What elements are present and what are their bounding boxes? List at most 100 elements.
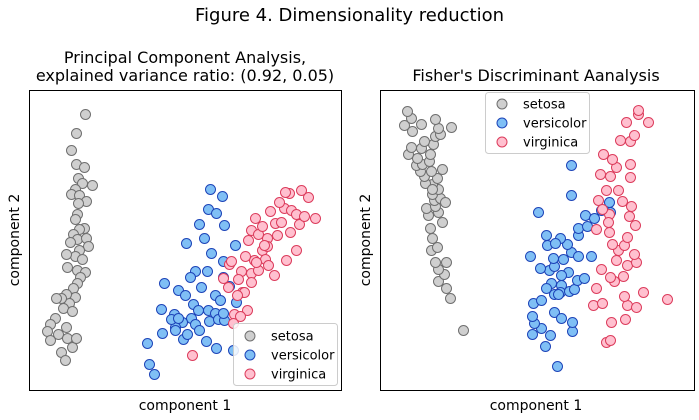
fda-point-virginica-27 (626, 201, 637, 212)
pca-legend-marker-virginica (244, 368, 256, 380)
fda-point-virginica-44 (607, 154, 618, 165)
pca-point-virginica-0 (187, 350, 198, 361)
pca-point-virginica-21 (246, 277, 257, 288)
fda-legend-marker-virginica (496, 136, 508, 148)
fda-point-versicolor-29 (541, 230, 552, 241)
fda-point-versicolor-24 (573, 251, 584, 262)
fda-point-versicolor-7 (567, 317, 578, 328)
pca-point-virginica-47 (269, 270, 280, 281)
pca-point-virginica-16 (285, 227, 296, 238)
fda-legend-label-versicolor: versicolor (523, 117, 587, 132)
fda-legend-marker-setosa (496, 98, 508, 110)
fda-xlabel: component 1 (490, 398, 583, 414)
fda-point-setosa-6 (430, 257, 441, 268)
fda-point-virginica-13 (605, 272, 616, 283)
pca-point-versicolor-48 (144, 359, 155, 370)
pca-point-virginica-48 (281, 255, 292, 266)
pca-point-setosa-10 (87, 180, 98, 191)
fda-point-virginica-9 (619, 291, 630, 302)
pca-point-setosa-40 (61, 322, 72, 333)
pca-point-setosa-48 (45, 335, 56, 346)
fda-point-setosa-44 (430, 114, 441, 125)
pca-legend-marker-setosa (244, 330, 256, 342)
fda-point-virginica-3 (620, 314, 631, 325)
fda-point-virginica-45 (595, 169, 606, 180)
pca-point-versicolor-1 (217, 191, 228, 202)
pca-point-virginica-24 (223, 282, 234, 293)
fda-point-versicolor-8 (556, 313, 567, 324)
pca-point-versicolor-46 (156, 304, 167, 315)
fda-point-virginica-47 (603, 217, 614, 228)
fda-point-setosa-32 (425, 149, 436, 160)
pca-point-versicolor-31 (170, 325, 181, 336)
fda-point-virginica-31 (601, 185, 612, 196)
pca-point-versicolor-0 (205, 184, 216, 195)
panel-pca: Principal Component Analysis, explained … (7, 48, 342, 414)
panel-fda: Fisher's Discriminant Aanalysis setosa v… (358, 66, 695, 414)
fda-point-versicolor-41 (533, 207, 544, 218)
fda-point-setosa-48 (427, 184, 438, 195)
pca-point-versicolor-13 (202, 266, 213, 277)
fda-point-virginica-39 (621, 117, 632, 128)
fda-point-versicolor-10 (536, 295, 547, 306)
pca-point-virginica-13 (310, 213, 321, 224)
pca-point-setosa-36 (58, 303, 69, 314)
pca-legend-label-setosa: setosa (271, 330, 314, 345)
pca-point-versicolor-36 (204, 316, 215, 327)
fda-point-versicolor-45 (579, 273, 590, 284)
fda-point-versicolor-40 (566, 160, 577, 171)
pca-point-versicolor-17 (196, 282, 207, 293)
fda-legend: setosa versicolor virginica (485, 92, 590, 154)
fda-point-versicolor-1 (540, 341, 551, 352)
fda-legend-label-setosa: setosa (523, 98, 566, 113)
pca-point-virginica-33 (257, 221, 268, 232)
fda-point-versicolor-21 (548, 253, 559, 264)
pca-point-setosa-47 (42, 326, 53, 337)
fda-point-virginica-35 (625, 159, 636, 170)
pca-point-versicolor-3 (211, 208, 222, 219)
fda-point-versicolor-3 (527, 329, 538, 340)
pca-legend-box (233, 323, 338, 386)
fda-point-versicolor-31 (573, 223, 584, 234)
fda-point-virginica-2 (606, 317, 617, 328)
fda-point-virginica-38 (629, 130, 640, 141)
pca-legend-label-versicolor: versicolor (271, 349, 335, 364)
pca-point-versicolor-19 (185, 272, 196, 283)
pca-point-virginica-25 (218, 273, 229, 284)
fda-point-versicolor-25 (586, 251, 597, 262)
pca-point-versicolor-7 (181, 238, 192, 249)
fda-point-setosa-49 (437, 164, 448, 175)
pca-point-virginica-35 (274, 197, 285, 208)
pca-point-virginica-34 (265, 206, 276, 217)
pca-point-virginica-40 (251, 257, 262, 268)
pca-point-virginica-10 (303, 192, 314, 203)
pca-point-versicolor-5 (194, 219, 205, 230)
fda-point-setosa-27 (426, 166, 437, 177)
fda-point-setosa-15 (421, 203, 432, 214)
fda-point-versicolor-22 (558, 254, 569, 265)
fda-legend-label-virginica: virginica (523, 136, 578, 151)
pca-title: Principal Component Analysis, (64, 48, 306, 67)
fda-ylabel: component 2 (358, 194, 374, 287)
fda-point-versicolor-48 (527, 311, 538, 322)
fda-point-virginica-21 (622, 232, 633, 243)
fda-point-setosa-10 (427, 233, 438, 244)
pca-point-setosa-25 (61, 249, 72, 260)
pca-point-setosa-21 (83, 241, 94, 252)
fda-point-versicolor-35 (589, 213, 600, 224)
pca-point-virginica-26 (242, 305, 253, 316)
fda-point-versicolor-39 (566, 190, 577, 201)
fda-point-versicolor-49 (553, 289, 564, 300)
fda-point-setosa-47 (402, 106, 413, 117)
fda-point-virginica-33 (625, 172, 636, 183)
pca-point-versicolor-47 (173, 313, 184, 324)
pca-point-virginica-39 (259, 240, 270, 251)
fda-point-setosa-1 (445, 293, 456, 304)
fda-point-versicolor-42 (525, 251, 536, 262)
fda-legend-box (485, 92, 590, 154)
pca-ylabel: component 2 (7, 194, 23, 287)
pca-point-virginica-49 (291, 245, 302, 256)
fda-point-virginica-40 (643, 117, 654, 128)
fda-point-setosa-35 (406, 142, 417, 153)
pca-point-versicolor-6 (199, 233, 210, 244)
